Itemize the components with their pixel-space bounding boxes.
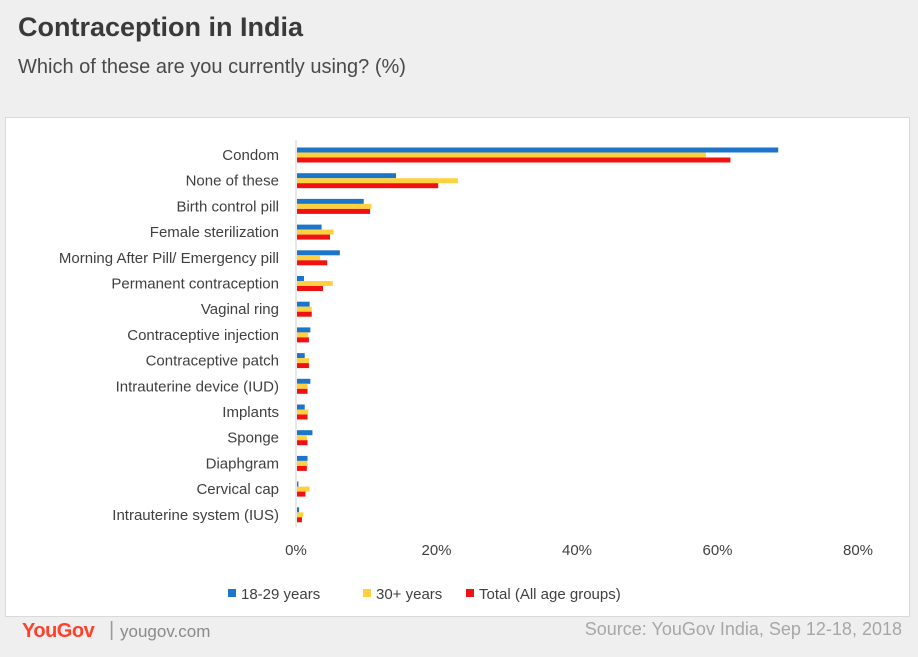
legend-swatch-total-all-age-groups: [466, 589, 474, 597]
bar-30-years-cervical-cap: [297, 486, 310, 492]
bar-total-all-age-groups-female-sterilization: [297, 234, 331, 240]
bar-18-29-years-condom: [297, 147, 779, 153]
bar-18-29-years-sponge: [297, 430, 313, 436]
bar-18-29-years-diaphgram: [297, 455, 308, 461]
legend-swatch-30-years: [363, 589, 371, 597]
bar-18-29-years-permanent-contraception: [297, 276, 305, 281]
category-label-permanent-contraception: Permanent contraception: [111, 276, 279, 293]
bar-18-29-years-intrauterine-system-ius: [297, 507, 300, 513]
category-label-cervical-cap: Cervical cap: [196, 481, 279, 498]
page-title: Contraception in India: [18, 12, 304, 42]
yougov-logo: YouGov: [22, 620, 95, 642]
bar-30-years-female-sterilization: [297, 229, 334, 235]
bar-30-years-diaphgram: [297, 460, 308, 466]
bar-18-29-years-intrauterine-device-iud: [297, 378, 311, 384]
bar-total-all-age-groups-birth-control-pill: [297, 208, 371, 214]
bar-30-years-implants: [297, 409, 309, 415]
bar-total-all-age-groups-intrauterine-system-ius: [297, 517, 302, 523]
bar-total-all-age-groups-implants: [297, 414, 308, 420]
bar-total-all-age-groups-morning-after-pill-emergency-pill: [297, 260, 328, 266]
category-label-intrauterine-device-iud: Intrauterine device (IUD): [116, 378, 279, 395]
bar-18-29-years-contraceptive-injection: [297, 327, 311, 333]
category-label-contraceptive-patch: Contraceptive patch: [146, 353, 279, 370]
bar-18-29-years-morning-after-pill-emergency-pill: [297, 250, 340, 256]
bar-18-29-years-implants: [297, 404, 305, 410]
category-label-morning-after-pill-emergency-pill: Morning After Pill/ Emergency pill: [59, 250, 279, 267]
bar-total-all-age-groups-condom: [297, 157, 731, 163]
bar-30-years-none-of-these: [297, 178, 458, 184]
bar-18-29-years-birth-control-pill: [297, 198, 364, 204]
legend-label-total-all-age-groups: Total (All age groups): [479, 586, 621, 603]
bar-30-years-vaginal-ring: [297, 306, 312, 312]
category-label-female-sterilization: Female sterilization: [150, 224, 279, 241]
bar-total-all-age-groups-intrauterine-device-iud: [297, 388, 308, 394]
bar-18-29-years-contraceptive-patch: [297, 353, 305, 359]
bar-30-years-condom: [297, 152, 706, 158]
bar-18-29-years-cervical-cap: [297, 481, 299, 487]
x-tick-label-4: 80%: [843, 542, 873, 559]
bar-30-years-morning-after-pill-emergency-pill: [297, 255, 321, 261]
footer-url-link[interactable]: yougov.com: [120, 622, 211, 641]
footer-separator: |: [109, 619, 115, 641]
source-note: Source: YouGov India, Sep 12-18, 2018: [584, 619, 902, 639]
page-subtitle: Which of these are you currently using? …: [18, 56, 406, 78]
bar-18-29-years-female-sterilization: [297, 224, 322, 230]
category-label-birth-control-pill: Birth control pill: [176, 198, 279, 215]
category-label-intrauterine-system-ius: Intrauterine system (IUS): [112, 507, 279, 524]
bar-total-all-age-groups-sponge: [297, 440, 308, 446]
bar-30-years-intrauterine-system-ius: [297, 512, 304, 518]
chart-panel: Condom None of these Birth control pill Fem…: [5, 117, 910, 617]
category-label-diaphgram: Diaphgram: [206, 455, 279, 472]
x-tick-label-2: 40%: [562, 542, 592, 559]
category-label-contraceptive-injection: Contraceptive injection: [127, 327, 279, 344]
legend-label-30-years: 30+ years: [376, 586, 442, 603]
bar-18-29-years-vaginal-ring: [297, 301, 310, 307]
bar-30-years-contraceptive-injection: [297, 332, 309, 338]
category-label-sponge: Sponge: [227, 430, 279, 447]
bar-30-years-permanent-contraception: [297, 281, 333, 286]
bar-total-all-age-groups-vaginal-ring: [297, 311, 312, 317]
category-label-none-of-these: None of these: [186, 173, 279, 190]
bar-chart: Condom None of these Birth control pill Fem…: [59, 140, 873, 603]
legend-swatch-18-29-years: [228, 589, 236, 597]
x-tick-label-1: 20%: [421, 542, 451, 559]
category-label-vaginal-ring: Vaginal ring: [201, 301, 279, 318]
category-label-condom: Condom: [222, 147, 279, 164]
bar-total-all-age-groups-diaphgram: [297, 465, 307, 471]
legend-label-18-29-years: 18-29 years: [241, 586, 320, 603]
category-label-implants: Implants: [222, 404, 279, 421]
x-tick-label-0: 0%: [285, 542, 307, 559]
x-tick-label-3: 60%: [702, 542, 732, 559]
bar-18-29-years-none-of-these: [297, 173, 397, 179]
bar-total-all-age-groups-none-of-these: [297, 183, 439, 189]
bar-total-all-age-groups-cervical-cap: [297, 491, 306, 497]
bar-30-years-sponge: [297, 435, 307, 441]
bar-30-years-birth-control-pill: [297, 203, 372, 209]
bar-total-all-age-groups-contraceptive-injection: [297, 337, 309, 343]
bar-total-all-age-groups-permanent-contraception: [297, 286, 323, 291]
bar-30-years-intrauterine-device-iud: [297, 383, 308, 389]
bar-total-all-age-groups-contraceptive-patch: [297, 363, 309, 369]
bar-30-years-contraceptive-patch: [297, 358, 309, 364]
